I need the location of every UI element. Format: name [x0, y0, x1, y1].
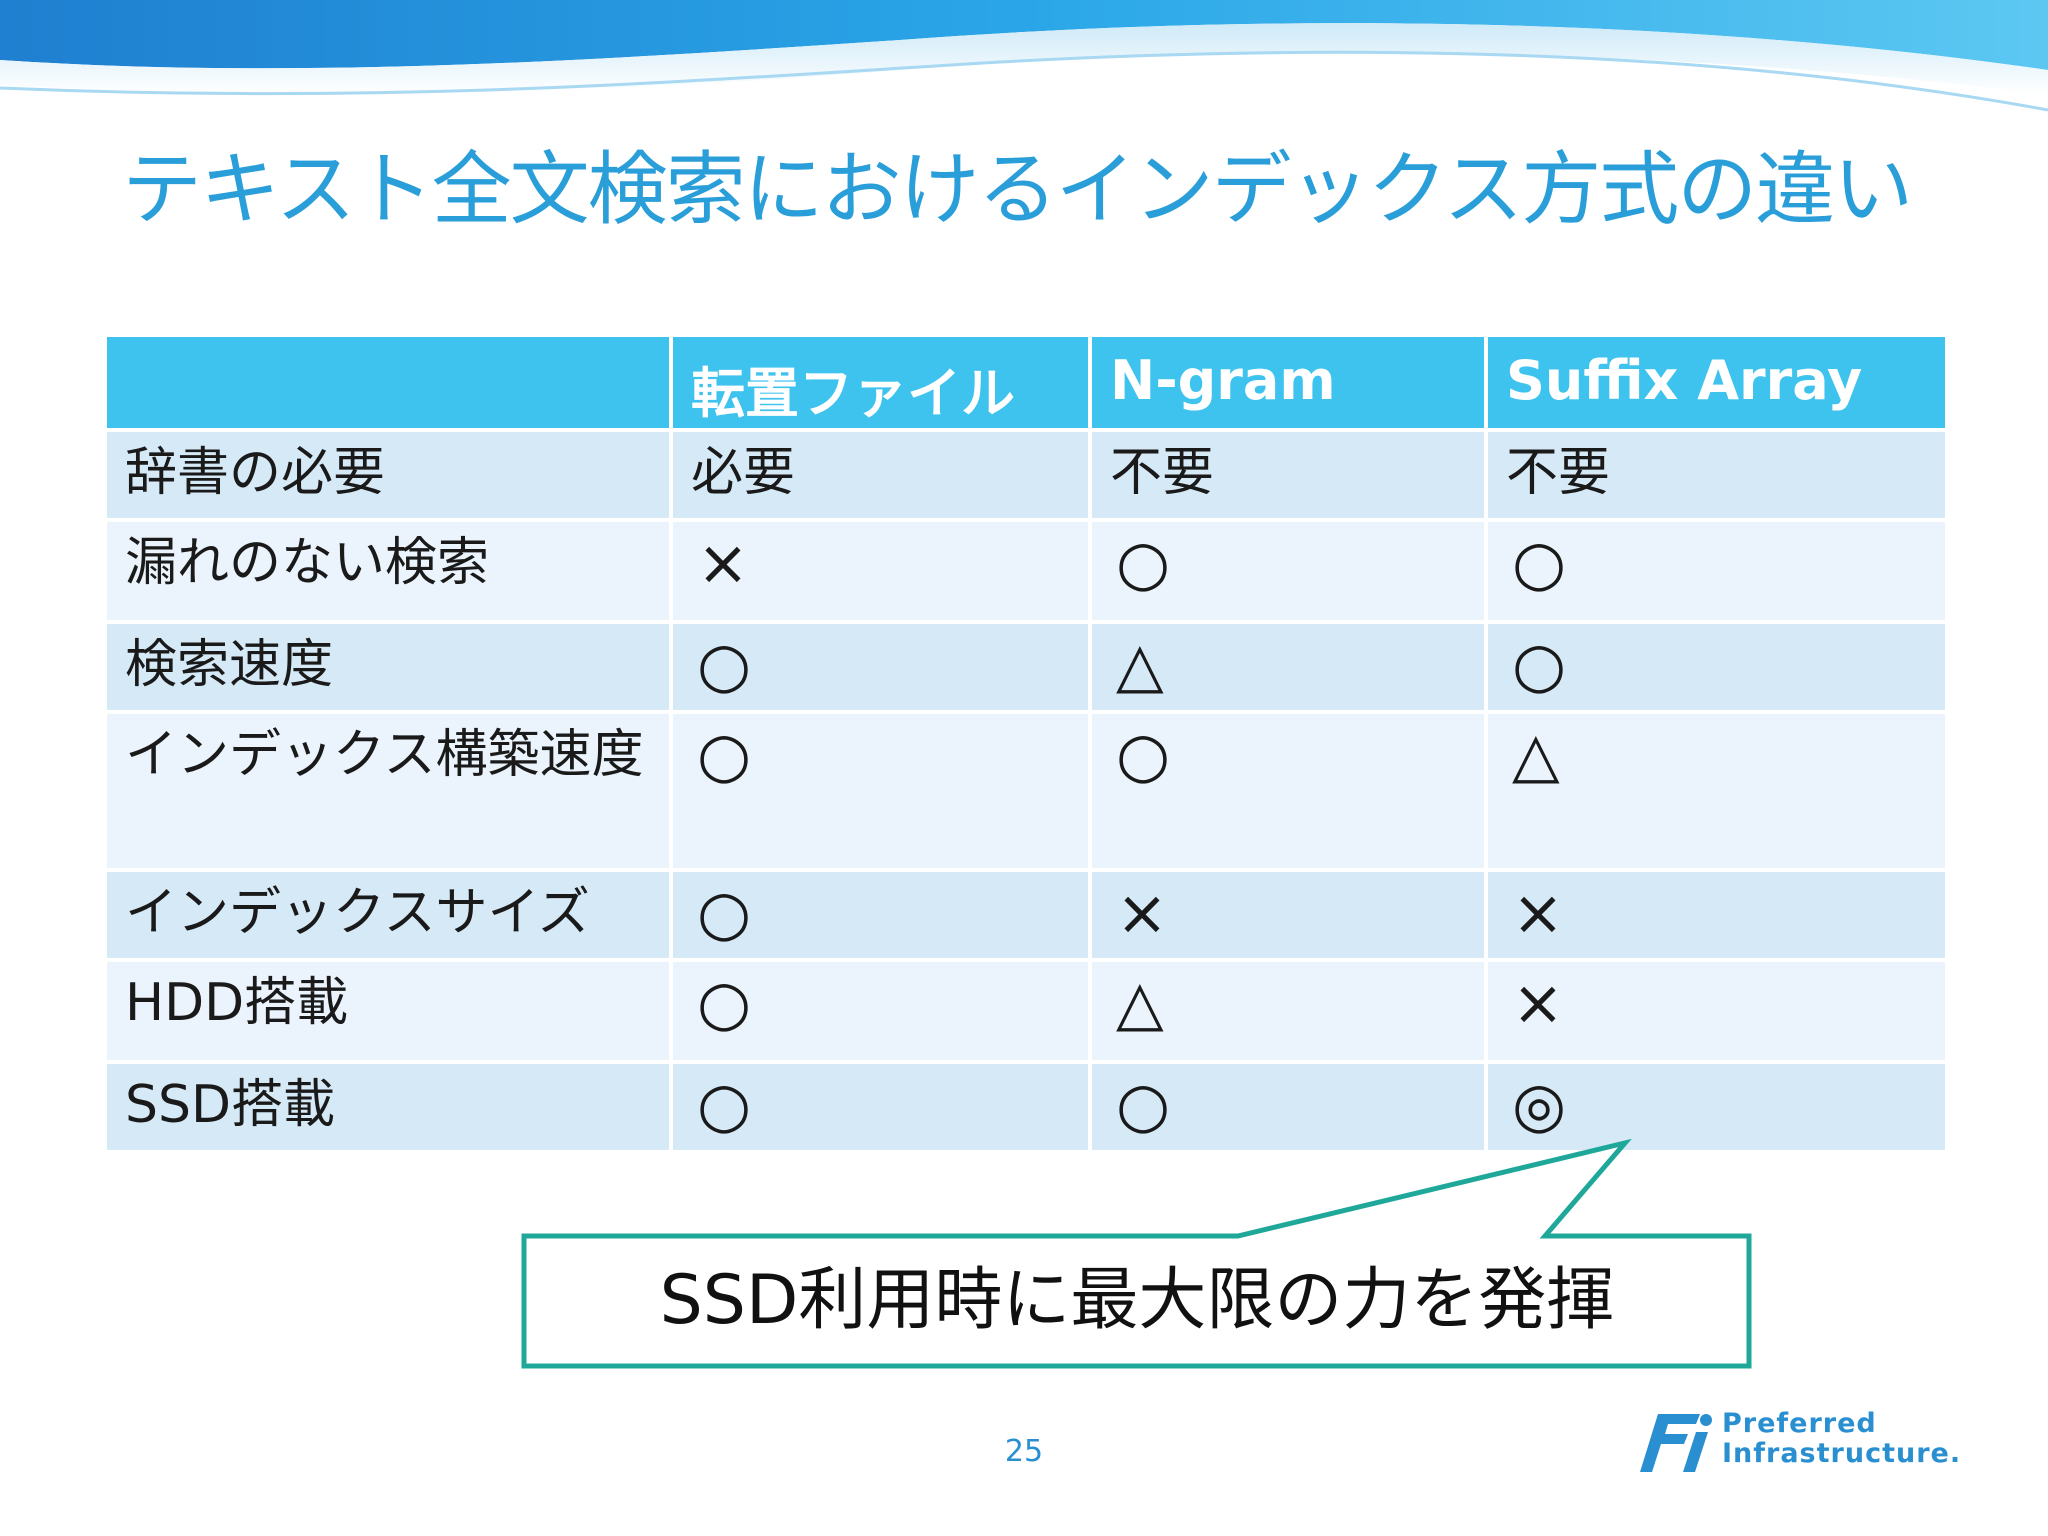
slide-title: テキスト全文検索におけるインデックス方式の違い: [122, 143, 1913, 236]
row-label: 漏れのない検索: [103, 518, 673, 624]
cell-value: 不要: [1088, 428, 1488, 522]
row-label: インデックス構築速度: [103, 710, 673, 872]
cell-value: △: [1088, 620, 1488, 714]
table-row: 辞書の必要 必要 不要 不要: [103, 428, 1949, 522]
table-row: インデックスサイズ ○ × ×: [103, 868, 1949, 962]
table-row: インデックス構築速度 ○ ○ △: [103, 710, 1949, 872]
header-suffix-array: Suffix Array: [1484, 333, 1949, 432]
cell-value: ×: [669, 518, 1092, 624]
callout-text: SSD利用時に最大限の力を発揮: [659, 1261, 1615, 1340]
cell-value: △: [1484, 710, 1949, 872]
header-ngram: N-gram: [1088, 333, 1488, 432]
table-row: SSD搭載 ○ ○ ◎: [103, 1060, 1949, 1154]
cell-value: ○: [1088, 710, 1488, 872]
cell-value: ○: [669, 868, 1092, 962]
cell-value: ○: [669, 958, 1092, 1064]
comparison-table: 転置ファイル N-gram Suffix Array 辞書の必要 必要 不要 不…: [103, 333, 1949, 1154]
row-label: HDD搭載: [103, 958, 673, 1064]
table-row: 漏れのない検索 × ○ ○: [103, 518, 1949, 624]
row-label: 検索速度: [103, 620, 673, 714]
company-logo: Preferred Infrastructure.: [1640, 1408, 1970, 1476]
cell-value: ○: [1088, 518, 1488, 624]
cell-value: ◎: [1484, 1060, 1949, 1154]
logo-text-line1: Preferred: [1722, 1408, 1877, 1439]
cell-value: 必要: [669, 428, 1092, 522]
cell-value: ○: [1484, 518, 1949, 624]
cell-value: ○: [669, 1060, 1092, 1154]
header-empty: [103, 333, 673, 432]
cell-value: ×: [1484, 958, 1949, 1064]
cell-value: ○: [669, 710, 1092, 872]
row-label: インデックスサイズ: [103, 868, 673, 962]
logo-text-line2: Infrastructure.: [1722, 1438, 1962, 1469]
cell-value: ○: [669, 620, 1092, 714]
page-number: 25: [1004, 1434, 1044, 1469]
cell-value: △: [1088, 958, 1488, 1064]
header-inverted-file: 転置ファイル: [669, 333, 1092, 432]
cell-value: ○: [1088, 1060, 1488, 1154]
row-label: SSD搭載: [103, 1060, 673, 1154]
pfi-logo-mark: [1640, 1414, 1712, 1472]
cell-value: ×: [1088, 868, 1488, 962]
cell-value: ○: [1484, 620, 1949, 714]
header-wave-decoration: [0, 0, 2048, 112]
table-row: HDD搭載 ○ △ ×: [103, 958, 1949, 1064]
table-header-row: 転置ファイル N-gram Suffix Array: [103, 333, 1949, 432]
table-row: 検索速度 ○ △ ○: [103, 620, 1949, 714]
cell-value: ×: [1484, 868, 1949, 962]
row-label: 辞書の必要: [103, 428, 673, 522]
cell-value: 不要: [1484, 428, 1949, 522]
